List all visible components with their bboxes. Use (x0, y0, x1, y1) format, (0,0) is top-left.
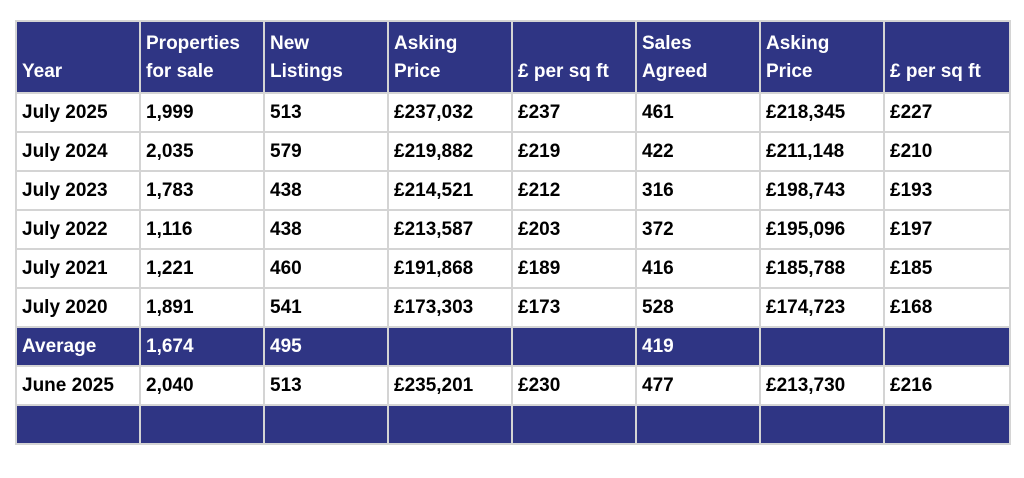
cell-year: June 2025 (15, 365, 141, 406)
cell-per-sq-ft: £203 (511, 209, 637, 250)
cell-average-properties: 1,674 (139, 326, 265, 367)
cell-sales-agreed: 477 (635, 365, 761, 406)
cell-properties-for-sale: 1,999 (139, 92, 265, 133)
cell-agreed-per-sq-ft: £210 (883, 131, 1011, 172)
table-row: July 2022 1,116 438 £213,587 £203 372 £1… (15, 209, 1011, 250)
cell-agreed-asking-price: £185,788 (759, 248, 885, 289)
cell-asking-price: £214,521 (387, 170, 513, 211)
cell-properties-for-sale: 1,116 (139, 209, 265, 250)
footer-cell (883, 404, 1011, 445)
cell-new-listings: 541 (263, 287, 389, 328)
cell-asking-price: £235,201 (387, 365, 513, 406)
cell-properties-for-sale: 2,040 (139, 365, 265, 406)
footer-row (15, 404, 1011, 445)
cell-average-agreed-asking-price (759, 326, 885, 367)
cell-new-listings: 579 (263, 131, 389, 172)
cell-year: July 2025 (15, 92, 141, 133)
cell-asking-price: £213,587 (387, 209, 513, 250)
cell-sales-agreed: 416 (635, 248, 761, 289)
cell-year: July 2023 (15, 170, 141, 211)
cell-new-listings: 460 (263, 248, 389, 289)
footer-cell (511, 404, 637, 445)
cell-sales-agreed: 461 (635, 92, 761, 133)
cell-agreed-per-sq-ft: £193 (883, 170, 1011, 211)
cell-properties-for-sale: 1,221 (139, 248, 265, 289)
cell-per-sq-ft: £237 (511, 92, 637, 133)
footer-cell (387, 404, 513, 445)
table-row: July 2021 1,221 460 £191,868 £189 416 £1… (15, 248, 1011, 289)
cell-properties-for-sale: 1,891 (139, 287, 265, 328)
cell-average-agreed-per-sq-ft (883, 326, 1011, 367)
cell-year: July 2021 (15, 248, 141, 289)
latest-row: June 2025 2,040 513 £235,201 £230 477 £2… (15, 365, 1011, 406)
cell-agreed-per-sq-ft: £216 (883, 365, 1011, 406)
cell-agreed-per-sq-ft: £227 (883, 92, 1011, 133)
cell-agreed-asking-price: £211,148 (759, 131, 885, 172)
cell-agreed-asking-price: £195,096 (759, 209, 885, 250)
header-sales-agreed: Sales Agreed (635, 20, 761, 94)
header-year: Year (15, 20, 141, 94)
header-asking-price: Asking Price (387, 20, 513, 94)
cell-asking-price: £219,882 (387, 131, 513, 172)
cell-average-label: Average (15, 326, 141, 367)
cell-asking-price: £191,868 (387, 248, 513, 289)
footer-cell (759, 404, 885, 445)
cell-properties-for-sale: 1,783 (139, 170, 265, 211)
cell-per-sq-ft: £173 (511, 287, 637, 328)
header-per-sq-ft: £ per sq ft (511, 20, 637, 94)
footer-cell (263, 404, 389, 445)
cell-agreed-asking-price: £218,345 (759, 92, 885, 133)
table-row: July 2025 1,999 513 £237,032 £237 461 £2… (15, 92, 1011, 133)
cell-year: July 2024 (15, 131, 141, 172)
table-row: July 2020 1,891 541 £173,303 £173 528 £1… (15, 287, 1011, 328)
table-row: July 2023 1,783 438 £214,521 £212 316 £1… (15, 170, 1011, 211)
cell-new-listings: 513 (263, 92, 389, 133)
cell-average-per-sq-ft (511, 326, 637, 367)
cell-sales-agreed: 528 (635, 287, 761, 328)
footer-cell (635, 404, 761, 445)
cell-agreed-per-sq-ft: £168 (883, 287, 1011, 328)
cell-properties-for-sale: 2,035 (139, 131, 265, 172)
cell-average-listings: 495 (263, 326, 389, 367)
cell-per-sq-ft: £212 (511, 170, 637, 211)
cell-agreed-per-sq-ft: £197 (883, 209, 1011, 250)
cell-new-listings: 513 (263, 365, 389, 406)
cell-year: July 2022 (15, 209, 141, 250)
footer-cell (139, 404, 265, 445)
cell-average-sales-agreed: 419 (635, 326, 761, 367)
cell-per-sq-ft: £189 (511, 248, 637, 289)
cell-asking-price: £173,303 (387, 287, 513, 328)
cell-sales-agreed: 422 (635, 131, 761, 172)
cell-asking-price: £237,032 (387, 92, 513, 133)
cell-agreed-per-sq-ft: £185 (883, 248, 1011, 289)
cell-per-sq-ft: £230 (511, 365, 637, 406)
cell-new-listings: 438 (263, 209, 389, 250)
footer-cell (15, 404, 141, 445)
header-properties-for-sale: Properties for sale (139, 20, 265, 94)
header-agreed-asking-price: Asking Price (759, 20, 885, 94)
header-agreed-per-sq-ft: £ per sq ft (883, 20, 1011, 94)
header-row: Year Properties for sale New Listings Aski… (15, 20, 1011, 94)
cell-sales-agreed: 372 (635, 209, 761, 250)
cell-year: July 2020 (15, 287, 141, 328)
table-row: July 2024 2,035 579 £219,882 £219 422 £2… (15, 131, 1011, 172)
property-stats-table: Year Properties for sale New Listings Aski… (15, 20, 1011, 445)
cell-agreed-asking-price: £213,730 (759, 365, 885, 406)
cell-sales-agreed: 316 (635, 170, 761, 211)
cell-agreed-asking-price: £174,723 (759, 287, 885, 328)
average-row: Average 1,674 495 419 (15, 326, 1011, 367)
cell-new-listings: 438 (263, 170, 389, 211)
cell-agreed-asking-price: £198,743 (759, 170, 885, 211)
cell-per-sq-ft: £219 (511, 131, 637, 172)
cell-average-asking-price (387, 326, 513, 367)
header-new-listings: New Listings (263, 20, 389, 94)
